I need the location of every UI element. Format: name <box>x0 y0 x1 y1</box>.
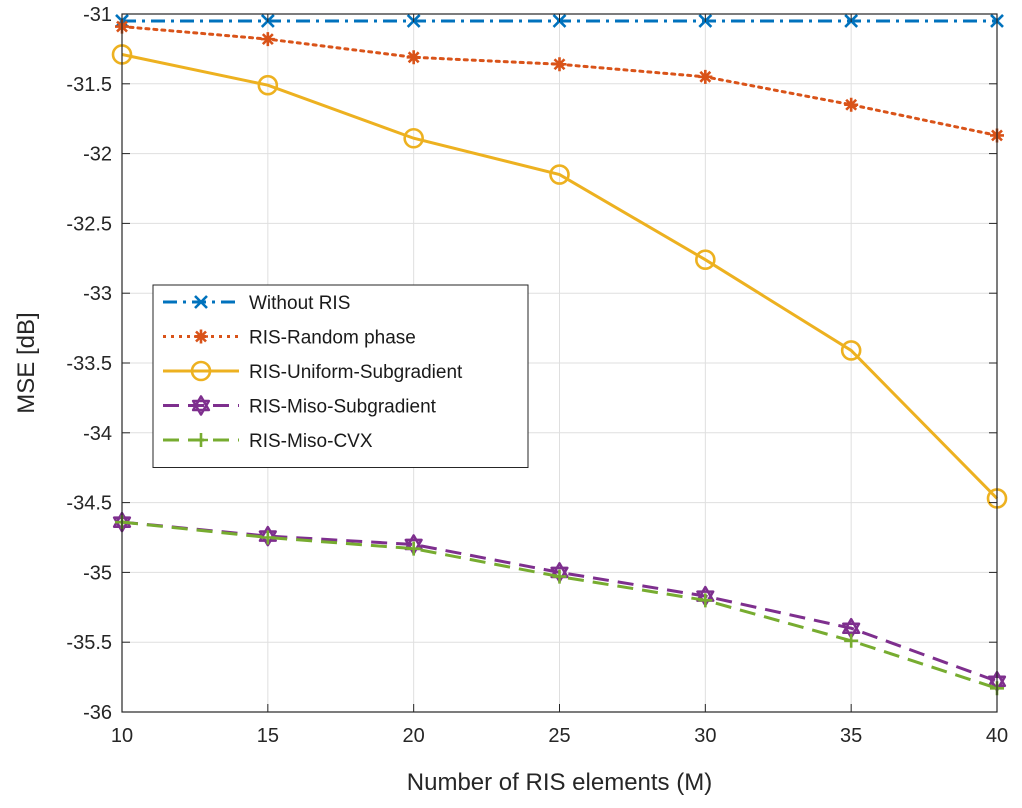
y-tick-label: -31 <box>83 4 112 26</box>
legend-box <box>152 284 529 468</box>
x-tick-label: 25 <box>548 725 570 747</box>
y-tick-label: -32.5 <box>66 213 112 235</box>
y-tick-label: -34.5 <box>66 493 112 515</box>
data-point <box>260 32 275 47</box>
series-line <box>121 53 999 500</box>
data-point <box>406 541 421 556</box>
data-point <box>844 97 859 112</box>
data-point <box>403 127 424 149</box>
legend-label: RIS-Random phase <box>249 328 416 349</box>
legend-marker <box>191 395 211 416</box>
data-point <box>844 633 859 648</box>
data-point <box>695 249 716 270</box>
x-tick-label: 30 <box>694 725 716 747</box>
y-tick-label: -35 <box>83 562 112 584</box>
y-tick-label: -32 <box>83 144 112 166</box>
y-tick-label: -33.5 <box>66 353 112 375</box>
data-point <box>549 164 570 185</box>
y-tick-label: -33 <box>83 283 112 305</box>
legend-entry: Without RIS <box>163 293 350 314</box>
legend-label: RIS-Miso-Subgradient <box>249 397 437 418</box>
legend-marker <box>190 360 212 382</box>
y-tick-label: -34 <box>83 423 112 445</box>
data-point <box>842 617 861 639</box>
x-tick-label: 40 <box>986 725 1008 747</box>
legend-marker <box>194 295 208 309</box>
legend-label: RIS-Miso-CVX <box>249 431 373 452</box>
y-tick-label: -35.5 <box>66 632 112 654</box>
data-point <box>257 74 279 96</box>
legend: Without RIS RIS-Random phase RIS-Uniform-S… <box>152 284 529 468</box>
axis-ticks: 10 15 20 25 30 35 40 -31 -31.5 -32 -32.5 -33 -33.5 -3… <box>66 4 1008 747</box>
legend-label: Without RIS <box>249 293 350 314</box>
y-tick-label: -36 <box>83 702 112 724</box>
y-axis-label: MSE [dB] <box>13 312 40 413</box>
data-point <box>552 569 567 584</box>
y-tick-label: -31.5 <box>66 74 112 96</box>
legend-entry: RIS-Random phase <box>163 328 416 349</box>
data-point <box>698 593 713 608</box>
data-point <box>260 530 275 545</box>
x-tick-label: 15 <box>257 725 279 747</box>
legend-marker <box>194 433 208 447</box>
series-line <box>121 520 998 683</box>
data-point <box>840 340 862 361</box>
legend-label: RIS-Uniform-Subgradient <box>249 362 463 383</box>
x-axis-label: Number of RIS elements (M) <box>407 769 712 796</box>
data-point <box>698 69 713 84</box>
legend-entry: RIS-Miso-CVX <box>163 431 373 452</box>
data-point <box>406 50 421 65</box>
legend-entry: RIS-Miso-Subgradient <box>163 395 437 418</box>
legend-entry: RIS-Uniform-Subgradient <box>163 360 463 383</box>
x-tick-label: 35 <box>840 725 862 747</box>
x-tick-label: 20 <box>403 725 425 747</box>
data-point <box>552 57 567 72</box>
legend-marker <box>194 329 208 344</box>
x-tick-label: 10 <box>111 725 133 747</box>
